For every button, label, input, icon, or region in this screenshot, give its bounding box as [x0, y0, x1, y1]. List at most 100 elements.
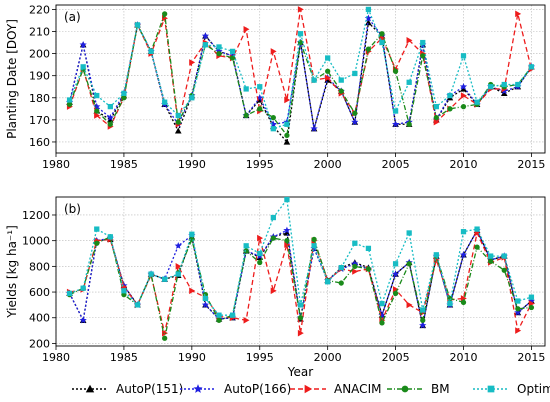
legend-marker — [193, 384, 203, 393]
data-point — [66, 97, 73, 103]
data-point — [528, 64, 535, 70]
data-point — [283, 226, 291, 234]
data-point — [406, 121, 412, 127]
series-line — [69, 235, 532, 339]
data-point — [94, 226, 100, 232]
data-point — [121, 90, 127, 96]
data-point — [325, 55, 331, 61]
y-tick-label: 210 — [29, 26, 50, 39]
x-tick-label: 2000 — [314, 351, 342, 364]
data-point — [216, 312, 222, 318]
data-point — [325, 68, 331, 74]
data-point — [79, 40, 87, 48]
data-point — [419, 321, 427, 329]
data-point — [284, 121, 290, 127]
legend-label: BM — [431, 382, 450, 396]
data-point — [365, 6, 372, 13]
data-point — [257, 259, 263, 266]
data-point — [80, 64, 86, 70]
data-point — [243, 248, 249, 254]
series-line — [68, 228, 532, 326]
series-line — [68, 228, 532, 326]
data-point — [406, 230, 412, 236]
data-point — [243, 112, 249, 119]
panel-label: (b) — [64, 202, 81, 216]
x-tick-label: 2010 — [450, 158, 478, 171]
data-point — [515, 306, 521, 312]
data-point — [365, 266, 372, 272]
data-point — [270, 287, 277, 295]
data-point — [460, 299, 467, 305]
data-point — [474, 226, 480, 232]
data-point — [392, 68, 399, 74]
data-point — [134, 22, 141, 28]
data-point — [528, 304, 535, 311]
y-tick-label: 800 — [29, 260, 50, 273]
data-point — [460, 53, 467, 59]
data-point — [297, 31, 304, 37]
x-tick-label: 2015 — [517, 351, 545, 364]
x-tick-label: 2000 — [314, 158, 342, 171]
data-point — [162, 335, 168, 341]
x-tick-label: 1980 — [42, 158, 70, 171]
x-tick-label: 2005 — [382, 158, 410, 171]
y-tick-label: 1000 — [22, 235, 50, 248]
y-tick-label: 160 — [29, 136, 50, 149]
data-point — [500, 90, 508, 96]
panel-b: 1980 1985 1990 1995 2000 2005 2010 2015 200 400 60… — [5, 196, 546, 379]
data-point — [420, 39, 426, 46]
data-point — [257, 84, 263, 90]
data-point — [175, 112, 181, 119]
data-point — [527, 297, 536, 305]
data-point — [202, 42, 209, 48]
data-point — [474, 244, 480, 250]
data-point — [270, 48, 277, 55]
data-point — [243, 243, 249, 249]
legend-marker — [487, 385, 495, 393]
data-point — [352, 110, 358, 116]
data-point — [93, 102, 101, 110]
data-point — [216, 50, 222, 57]
data-point — [351, 118, 359, 126]
data-point — [378, 311, 386, 319]
data-point — [311, 236, 317, 243]
data-point — [488, 253, 494, 259]
y-tick-label: 170 — [29, 114, 50, 127]
plot-frame — [55, 196, 546, 347]
data-point — [352, 240, 358, 246]
data-point — [243, 317, 250, 324]
data-point — [352, 268, 359, 275]
data-point — [107, 234, 113, 240]
data-point — [515, 298, 521, 304]
data-point — [80, 285, 86, 291]
data-point — [201, 301, 210, 308]
data-point — [189, 231, 195, 237]
data-point — [406, 37, 413, 44]
plot-frame — [55, 4, 546, 154]
data-point — [270, 214, 276, 221]
data-point — [391, 270, 400, 278]
data-point — [392, 108, 399, 114]
data-point — [175, 271, 181, 277]
data-point — [391, 120, 400, 128]
data-point — [297, 315, 304, 321]
data-point — [121, 95, 127, 101]
data-point — [174, 127, 182, 134]
data-point — [269, 120, 277, 128]
data-point — [216, 44, 222, 50]
data-point — [447, 300, 453, 307]
data-point — [216, 317, 222, 323]
data-point — [162, 276, 168, 282]
data-point — [229, 312, 236, 318]
y-tick-label: 220 — [29, 3, 50, 16]
x-tick-label: 1995 — [246, 351, 274, 364]
y-tick-label: 400 — [29, 312, 50, 325]
data-point — [134, 302, 141, 308]
data-point — [284, 132, 290, 138]
x-tick-label: 2005 — [382, 351, 410, 364]
data-point — [311, 243, 317, 249]
legend-label: Optimal — [517, 382, 550, 396]
data-point — [406, 301, 413, 309]
data-point — [406, 79, 412, 85]
data-point — [338, 77, 344, 83]
